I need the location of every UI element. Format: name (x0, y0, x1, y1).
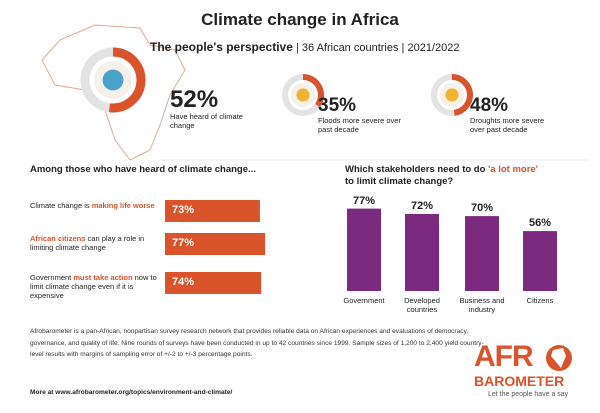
donut-icon-globe (445, 88, 459, 102)
hbar-label: Government must take action now to limit… (30, 273, 160, 300)
hbar-label: African citizens can play a role in limi… (30, 234, 160, 252)
hbar-label-part: Climate change is (30, 201, 92, 210)
hbar-label-part: now to limit climate change even if it i… (30, 273, 157, 300)
donut-value: 52% (170, 86, 219, 113)
donut-label: Have heard of climate change (170, 112, 243, 130)
bar (465, 216, 499, 291)
hbar-value: 77% (172, 237, 195, 249)
bar-title: Which stakeholders need to do 'a lot mor… (345, 164, 545, 188)
bar (405, 213, 439, 291)
hbar-label-part: can play a role in limiting climate chan… (30, 234, 145, 252)
logo-name-start: AFR (474, 340, 534, 373)
bar-title-part: to limit climate change? (345, 176, 454, 187)
bar-title-part: Which stakeholders need to do (345, 164, 489, 175)
subtitle-detail: | 36 African countries | 2021/2022 (295, 42, 460, 54)
africa-outline (41, 24, 186, 161)
hbar (165, 272, 262, 294)
bar-category: Government (343, 296, 385, 305)
donut-label: Floods more severe over past decade (318, 116, 401, 134)
donut-icon-globe (296, 88, 310, 102)
hbar-label-part: Government (30, 273, 74, 282)
hbar-value: 74% (172, 276, 195, 288)
subtitle-main: The people's perspective (150, 40, 293, 54)
hbar (165, 200, 260, 222)
hbar (165, 233, 266, 255)
bar-category: Developed countries (404, 296, 440, 314)
logo-name-end: BAROMETER (474, 373, 565, 389)
bar-category: Citizens (526, 296, 554, 305)
footer-text: Afrobarometer is a pan-African, nonparti… (30, 328, 484, 359)
donut-arc (108, 47, 146, 113)
hbar-label-part: making life worse (91, 201, 155, 210)
title: Climate change in Africa (201, 10, 399, 29)
hbar-label-part: must take action (73, 273, 133, 282)
donut-arc (451, 74, 473, 116)
donut-arc (302, 74, 324, 108)
footer-link: More at www.afrobarometer.org/topics/env… (30, 389, 233, 396)
hbar-label: Climate change is making life worse (30, 201, 160, 210)
bar-value: 70% (470, 202, 494, 215)
bar-value: 72% (410, 199, 434, 212)
hbar-title: Among those who have heard of climate ch… (30, 164, 256, 175)
bar (523, 231, 557, 291)
hbar-value: 73% (172, 204, 195, 216)
logo-tagline: Let the people have a say (488, 391, 569, 398)
bar-category: Business and industry (459, 296, 505, 314)
bar-value: 56% (528, 217, 552, 230)
subtitle: The people's perspective | 36 African co… (150, 40, 459, 54)
donut-icon-globe (102, 69, 124, 91)
bar-value: 77% (352, 194, 376, 207)
bar-title-part: 'a lot more' (488, 164, 538, 175)
donut-value: 48% (470, 95, 509, 116)
logo-africa (551, 348, 566, 368)
donut-value: 35% (318, 95, 357, 116)
bar (347, 208, 381, 291)
hbar-label-part: African citizens (30, 234, 86, 243)
donut-label: Droughts more severe over past decade (470, 116, 545, 134)
